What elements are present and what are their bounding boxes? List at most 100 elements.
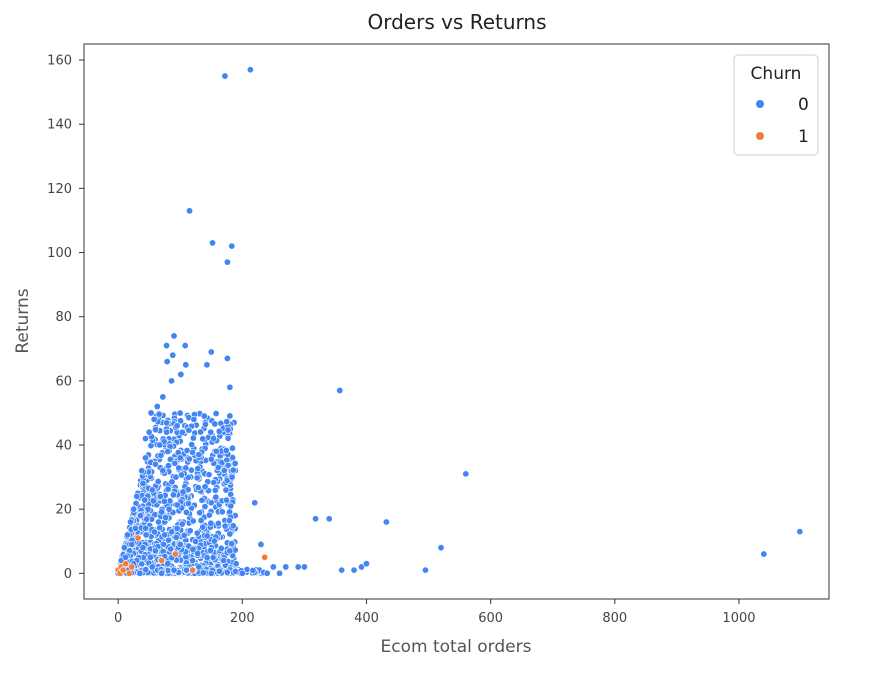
data-point-churn-0 bbox=[193, 474, 201, 482]
data-point-churn-0 bbox=[162, 514, 170, 522]
y-tick-label: 120 bbox=[47, 182, 72, 197]
x-tick-label: 200 bbox=[230, 611, 255, 626]
data-point-churn-0 bbox=[195, 563, 203, 571]
data-point-churn-0 bbox=[246, 66, 254, 74]
data-point-churn-0 bbox=[189, 434, 197, 442]
data-point-churn-0 bbox=[382, 518, 390, 526]
data-point-churn-0 bbox=[150, 415, 158, 423]
y-tick-label: 40 bbox=[55, 439, 72, 454]
x-tick-label: 0 bbox=[114, 611, 122, 626]
data-point-churn-0 bbox=[199, 523, 207, 531]
data-point-churn-0 bbox=[176, 454, 184, 462]
legend-label-0: 0 bbox=[798, 95, 809, 115]
data-point-churn-0 bbox=[175, 464, 183, 472]
data-point-churn-0 bbox=[215, 567, 223, 575]
data-point-churn-0 bbox=[142, 531, 150, 539]
data-point-churn-0 bbox=[158, 569, 166, 577]
data-point-churn-0 bbox=[760, 550, 768, 558]
data-point-churn-0 bbox=[218, 508, 226, 516]
data-point-churn-0 bbox=[155, 518, 163, 526]
y-tick-label: 0 bbox=[64, 567, 72, 582]
data-point-churn-0 bbox=[181, 342, 189, 350]
data-point-churn-0 bbox=[183, 447, 191, 455]
data-point-churn-0 bbox=[228, 540, 236, 548]
data-point-churn-0 bbox=[179, 488, 187, 496]
data-point-churn-0 bbox=[189, 517, 197, 525]
data-point-churn-0 bbox=[338, 566, 346, 574]
data-point-churn-0 bbox=[141, 454, 149, 462]
data-point-churn-0 bbox=[437, 544, 445, 552]
data-point-churn-0 bbox=[212, 493, 220, 501]
data-point-churn-0 bbox=[207, 547, 215, 555]
data-point-churn-1 bbox=[125, 569, 133, 577]
data-point-churn-0 bbox=[194, 465, 202, 473]
data-point-churn-0 bbox=[168, 528, 176, 536]
x-axis-ticks: 0 200 400 600 800 1000 bbox=[114, 599, 756, 626]
data-point-churn-0 bbox=[165, 505, 173, 513]
data-point-churn-0 bbox=[166, 455, 174, 463]
data-point-churn-0 bbox=[294, 563, 302, 571]
data-point-churn-0 bbox=[161, 531, 169, 539]
data-point-churn-0 bbox=[210, 537, 218, 545]
x-tick-label: 1000 bbox=[722, 611, 755, 626]
data-point-churn-0 bbox=[221, 72, 229, 80]
data-point-churn-0 bbox=[180, 531, 188, 539]
data-point-churn-0 bbox=[156, 441, 164, 449]
data-point-churn-0 bbox=[194, 549, 202, 557]
data-point-churn-0 bbox=[196, 509, 204, 517]
data-point-churn-0 bbox=[123, 531, 131, 539]
data-point-churn-0 bbox=[211, 420, 219, 428]
data-point-churn-0 bbox=[200, 412, 208, 420]
data-point-churn-0 bbox=[226, 547, 234, 555]
data-point-churn-0 bbox=[188, 441, 196, 449]
data-point-churn-0 bbox=[153, 403, 161, 411]
legend-marker-1 bbox=[756, 132, 764, 140]
data-point-churn-1 bbox=[261, 553, 269, 561]
data-point-churn-0 bbox=[142, 524, 150, 532]
data-point-churn-0 bbox=[362, 560, 370, 568]
data-point-churn-0 bbox=[190, 415, 198, 423]
data-point-churn-0 bbox=[130, 505, 138, 513]
data-point-churn-0 bbox=[194, 484, 202, 492]
data-point-churn-0 bbox=[229, 522, 237, 530]
data-point-churn-0 bbox=[148, 486, 156, 494]
data-point-churn-0 bbox=[199, 569, 207, 577]
data-point-churn-0 bbox=[421, 566, 429, 574]
data-point-churn-0 bbox=[201, 483, 209, 491]
data-point-churn-0 bbox=[257, 540, 265, 548]
x-tick-label: 600 bbox=[478, 611, 503, 626]
data-point-churn-0 bbox=[220, 557, 228, 565]
data-point-churn-0 bbox=[176, 540, 184, 548]
data-point-churn-0 bbox=[169, 491, 177, 499]
data-point-churn-0 bbox=[215, 427, 223, 435]
data-point-churn-0 bbox=[136, 569, 144, 577]
data-point-churn-0 bbox=[128, 540, 136, 548]
data-point-churn-0 bbox=[163, 428, 171, 436]
data-point-churn-0 bbox=[269, 563, 277, 571]
data-point-churn-0 bbox=[209, 239, 217, 247]
data-point-churn-0 bbox=[223, 418, 231, 426]
data-point-churn-0 bbox=[221, 522, 229, 530]
data-point-churn-0 bbox=[796, 528, 804, 536]
legend-title: Churn bbox=[751, 64, 802, 84]
data-point-churn-0 bbox=[177, 370, 185, 378]
legend-marker-0 bbox=[756, 100, 764, 108]
data-point-churn-0 bbox=[141, 435, 149, 443]
data-point-churn-1 bbox=[158, 557, 166, 565]
data-point-churn-0 bbox=[226, 383, 234, 391]
data-point-churn-0 bbox=[222, 486, 230, 494]
data-point-churn-0 bbox=[182, 508, 190, 516]
data-point-churn-0 bbox=[144, 505, 152, 513]
data-point-churn-0 bbox=[127, 518, 135, 526]
data-point-churn-0 bbox=[167, 545, 175, 553]
data-point-churn-0 bbox=[164, 447, 172, 455]
data-point-churn-1 bbox=[128, 563, 136, 571]
data-point-churn-0 bbox=[178, 428, 186, 436]
data-point-churn-0 bbox=[201, 420, 209, 428]
data-point-churn-0 bbox=[210, 434, 218, 442]
data-point-churn-0 bbox=[163, 358, 171, 366]
data-point-churn-0 bbox=[192, 538, 200, 546]
data-point-churn-0 bbox=[229, 466, 237, 474]
data-point-churn-0 bbox=[156, 492, 164, 500]
